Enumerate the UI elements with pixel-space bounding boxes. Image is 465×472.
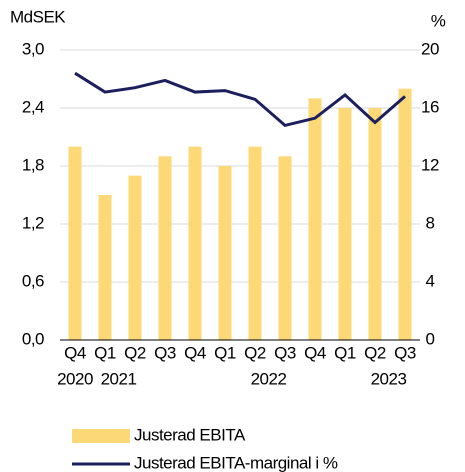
y-tick-label: 0,0 (22, 329, 44, 348)
y-tick-label: 1,2 (22, 213, 44, 232)
y2-tick-label: 20 (421, 39, 439, 58)
bar (158, 156, 172, 340)
x-tick-label: Q1 (94, 343, 116, 362)
y-tick-label: 1,8 (22, 155, 44, 174)
bar (368, 108, 382, 340)
x-year-label: 2022 (251, 369, 287, 388)
y-unit: MdSEK (10, 7, 66, 26)
legend-label: Justerad EBITA-marginal i % (134, 453, 338, 472)
bar (218, 166, 232, 340)
x-tick-label: Q1 (334, 343, 356, 362)
x-tick-label: Q4 (64, 343, 86, 362)
x-tick-label: Q1 (214, 343, 236, 362)
y-tick-label: 2,4 (22, 97, 44, 116)
bar (98, 195, 112, 340)
y2-tick-label: 4 (426, 271, 435, 290)
x-tick-label: Q2 (364, 343, 386, 362)
x-tick-label: Q4 (304, 343, 326, 362)
y2-unit: % (431, 11, 446, 30)
x-tick-label: Q3 (394, 343, 416, 362)
bar (68, 146, 82, 340)
y2-tick-label: 8 (426, 213, 435, 232)
x-tick-label: Q2 (124, 343, 146, 362)
bar (338, 108, 352, 340)
x-year-label: 2023 (371, 369, 407, 388)
bar (188, 146, 202, 340)
y-tick-label: 0,6 (22, 271, 44, 290)
bar (128, 175, 142, 340)
bar (398, 88, 412, 341)
x-tick-label: Q2 (244, 343, 266, 362)
x-tick-label: Q4 (184, 343, 206, 362)
y2-tick-label: 16 (421, 97, 439, 116)
y2-tick-label: 0 (426, 329, 435, 348)
y-tick-label: 3,0 (22, 39, 44, 58)
x-year-label: 2020 (57, 369, 93, 388)
x-tick-label: Q3 (274, 343, 296, 362)
bar (248, 146, 262, 340)
line (74, 71, 406, 128)
x-year-label: 2021 (101, 369, 137, 388)
bar (308, 98, 322, 340)
y2-tick-label: 12 (421, 155, 439, 174)
legend-label: Justerad EBITA (134, 425, 246, 444)
bar (278, 156, 292, 340)
legend-swatch (72, 429, 130, 443)
x-tick-label: Q3 (154, 343, 176, 362)
